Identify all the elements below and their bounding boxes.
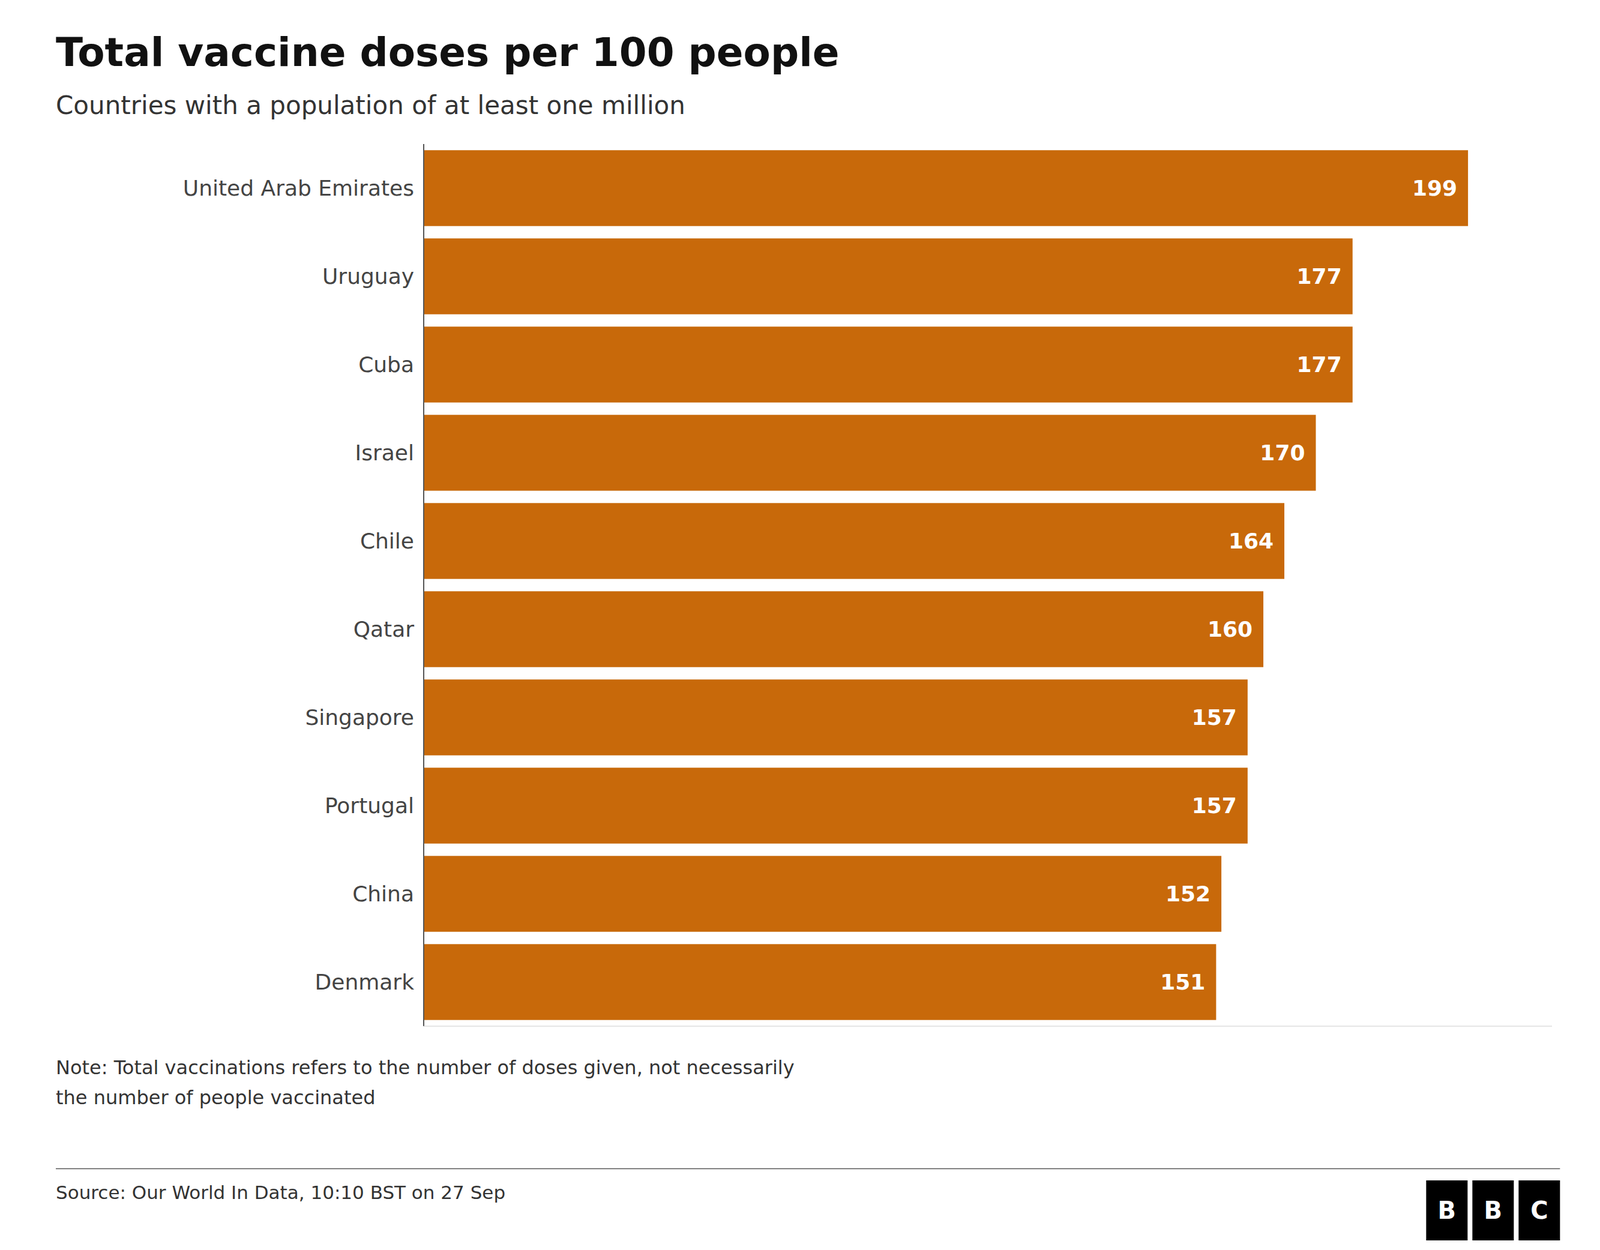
logo-box (1472, 1180, 1514, 1241)
bar (423, 150, 1468, 226)
y-tick-label: Israel (355, 440, 415, 466)
y-tick-label: Cuba (358, 352, 415, 377)
logo-letter: C (1530, 1196, 1548, 1225)
bar (423, 326, 1353, 403)
bar (423, 238, 1353, 314)
data-label: 170 (1259, 440, 1305, 466)
bar (423, 767, 1248, 844)
bar (423, 414, 1317, 491)
data-labels: 199 177 177 170 164 160 157 157 152 151 (1160, 175, 1458, 995)
logo-box (1518, 1180, 1560, 1241)
bar (423, 679, 1248, 755)
y-tick-label: United Arab Emirates (183, 175, 415, 201)
title: Total vaccine doses per 100 people (55, 29, 840, 76)
y-axis-line (423, 144, 425, 1027)
logo: BBC (1425, 1180, 1560, 1241)
y-tick-label: Uruguay (322, 264, 415, 289)
logo-letter: B (1437, 1196, 1457, 1225)
data-label: 157 (1191, 793, 1237, 819)
y-tick-label: Portugal (324, 793, 415, 819)
chart-svg: Total vaccine doses per 100 people Countr… (0, 0, 1600, 1250)
background (0, 0, 1600, 1250)
y-tick-label: Chile (360, 528, 415, 554)
data-label: 164 (1228, 528, 1274, 554)
chart-container: Total vaccine doses per 100 people Countr… (0, 0, 1600, 1250)
separator (55, 1168, 1560, 1170)
data-label: 160 (1207, 616, 1253, 642)
bar (423, 855, 1222, 932)
bars (423, 150, 1468, 1020)
y-tick-labels: United Arab Emirates Uruguay Cuba Israel Chi… (183, 175, 415, 995)
data-label: 151 (1160, 969, 1206, 995)
y-tick-label: Singapore (304, 705, 415, 730)
logo-box (1425, 1180, 1468, 1241)
subtitle: Countries with a population of at least … (55, 90, 686, 121)
x-axis-line (423, 1026, 1552, 1027)
bar (423, 502, 1285, 579)
y-tick-label: China (352, 881, 415, 907)
note: Note: Total vaccinations refers to the n… (55, 1056, 795, 1110)
bar (423, 944, 1216, 1020)
data-label: 152 (1165, 881, 1211, 907)
bar (423, 591, 1264, 667)
y-tick-label: Qatar (353, 616, 415, 642)
data-label: 199 (1412, 175, 1458, 201)
data-label: 157 (1191, 705, 1237, 730)
data-label: 177 (1296, 352, 1342, 377)
logo-letter: B (1484, 1196, 1503, 1225)
source: Source: Our World In Data, 10:10 BST on … (55, 1181, 506, 1204)
data-label: 177 (1296, 264, 1342, 289)
y-tick-label: Denmark (315, 969, 415, 995)
